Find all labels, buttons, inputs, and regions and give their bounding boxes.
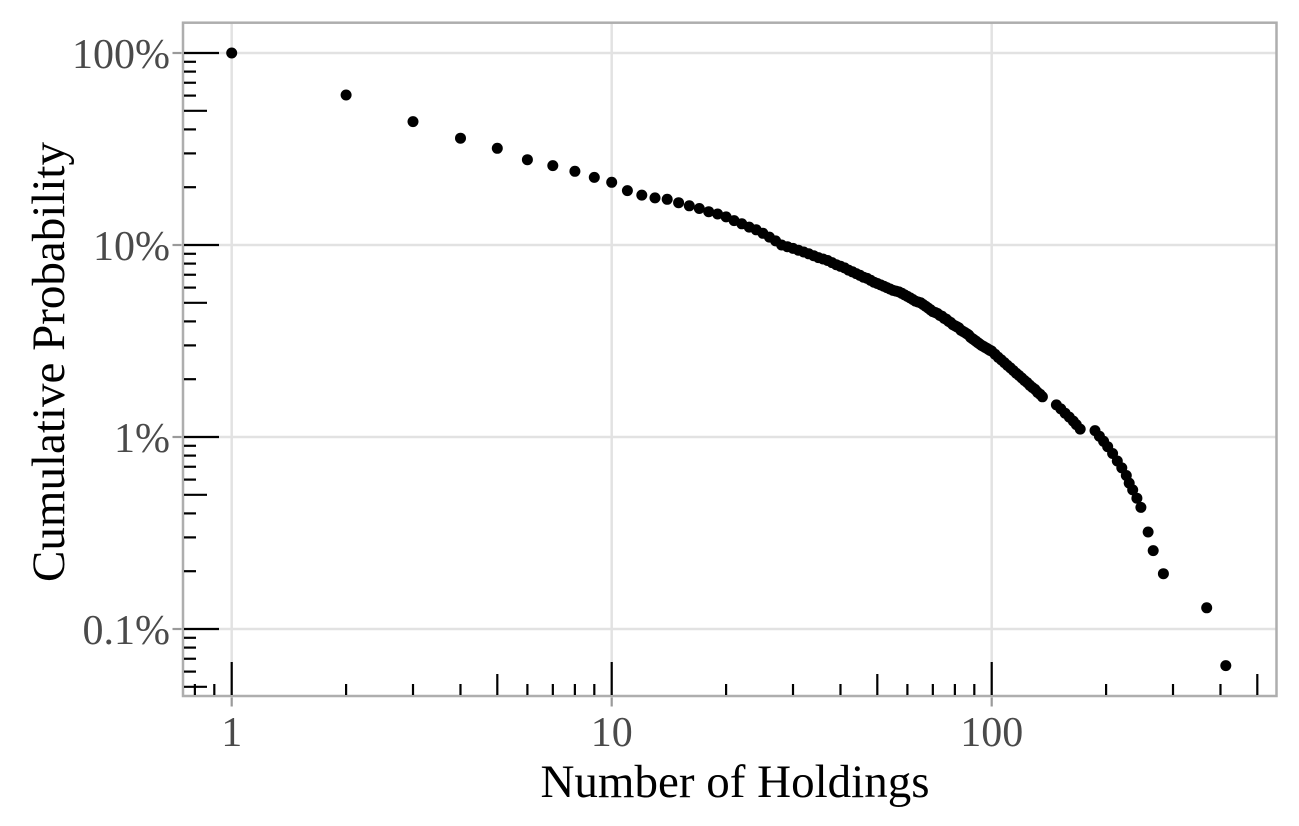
data-point <box>491 142 503 154</box>
x-axis-title: Number of Holdings <box>540 756 929 808</box>
data-point <box>661 193 673 205</box>
data-point <box>455 132 466 144</box>
data-point <box>1157 568 1169 580</box>
data-point <box>340 89 352 101</box>
data-point <box>621 185 633 197</box>
x-tick-label: 1 <box>221 710 242 756</box>
data-point <box>636 189 648 201</box>
data-point <box>569 165 581 177</box>
data-point <box>1131 492 1143 504</box>
y-tick-label: 100% <box>72 32 170 78</box>
data-point <box>407 116 419 128</box>
data-point <box>1201 602 1213 614</box>
y-tick-label: 1% <box>114 416 170 462</box>
data-point <box>1036 391 1048 403</box>
y-axis-title: Cumulative Probability <box>23 142 75 582</box>
data-point <box>1127 484 1139 496</box>
data-point <box>606 176 618 188</box>
data-point <box>588 171 600 183</box>
data-point <box>712 208 724 220</box>
y-tick-label: 10% <box>93 224 170 270</box>
data-point <box>1220 660 1232 672</box>
data-point <box>703 206 715 218</box>
data-point <box>693 203 705 214</box>
data-point <box>1142 526 1154 538</box>
x-tick-label: 10 <box>591 710 633 756</box>
data-point <box>649 192 661 204</box>
data-point <box>673 197 685 209</box>
data-point <box>1074 423 1086 435</box>
data-point <box>683 200 695 212</box>
y-tick-label: 0.1% <box>83 608 171 654</box>
data-point <box>226 47 238 59</box>
data-point <box>521 154 533 166</box>
data-point <box>1135 501 1147 513</box>
x-tick-label: 100 <box>960 710 1023 756</box>
data-point <box>547 160 559 172</box>
data-point <box>1147 545 1159 557</box>
panel-border <box>181 21 1278 698</box>
